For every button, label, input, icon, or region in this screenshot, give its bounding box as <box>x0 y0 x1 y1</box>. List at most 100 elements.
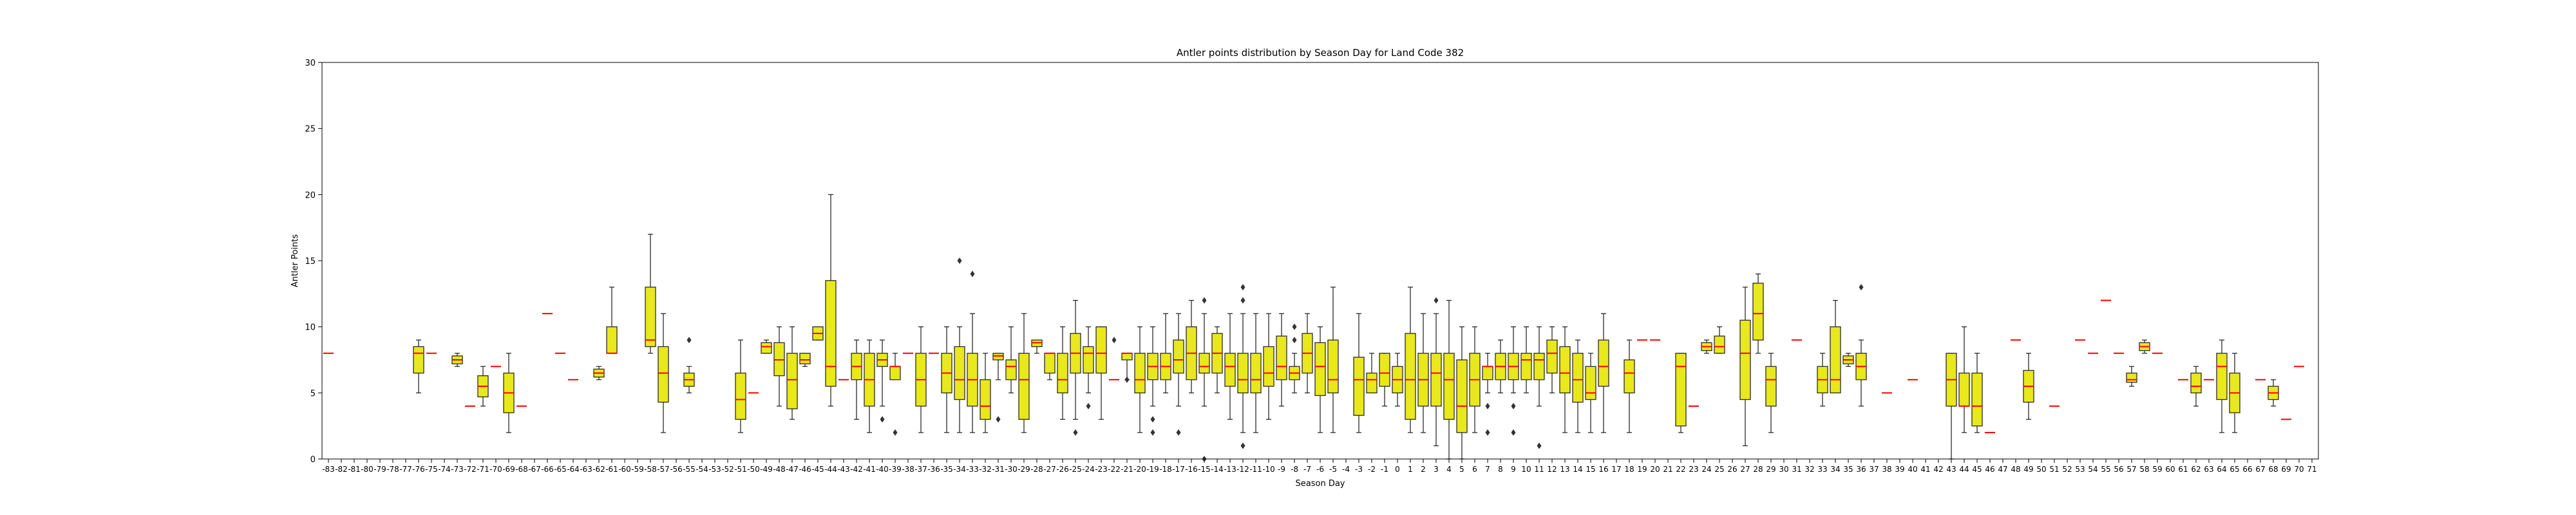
box-group <box>1379 353 1390 407</box>
outlier-point <box>996 416 1001 423</box>
box-iqr <box>1263 346 1274 387</box>
x-tick-label: -52 <box>721 465 734 474</box>
outlier-point <box>1240 284 1245 291</box>
box-iqr <box>1198 353 1210 374</box>
outlier-point <box>893 429 898 436</box>
x-tick-label: 45 <box>1972 465 1982 474</box>
x-tick-label: 22 <box>1676 465 1685 474</box>
x-tick-label: 15 <box>1586 465 1595 474</box>
x-tick-label: -78 <box>386 465 399 474</box>
x-tick-label: 10 <box>1521 465 1531 474</box>
x-tick-label: -75 <box>425 465 438 474</box>
x-tick-label: -53 <box>708 465 721 474</box>
x-tick-label: -8 <box>1291 465 1298 474</box>
x-tick-label: 38 <box>1882 465 1891 474</box>
box-group <box>1714 326 1725 354</box>
box-group <box>2126 366 2137 387</box>
x-tick-label: -43 <box>837 465 850 474</box>
x-tick-label: 37 <box>1869 465 1879 474</box>
x-tick-label: 49 <box>2023 465 2033 474</box>
box-iqr <box>1134 353 1146 393</box>
x-tick-label: 70 <box>2294 465 2304 474</box>
outlier-point <box>1511 429 1516 436</box>
box-iqr <box>1430 353 1442 407</box>
x-tick-label: -10 <box>1262 465 1275 474</box>
box-iqr <box>1572 353 1584 403</box>
x-tick-label: 46 <box>1985 465 1994 474</box>
box-group <box>1314 326 1326 433</box>
x-tick-label: -36 <box>927 465 940 474</box>
x-tick-label: -30 <box>1005 465 1018 474</box>
box-group <box>1147 326 1159 436</box>
box-iqr <box>1624 359 1635 393</box>
box-group <box>1765 353 1777 433</box>
box-group <box>1070 299 1081 436</box>
box-group <box>1946 353 1957 460</box>
x-tick-label: 7 <box>1485 465 1490 474</box>
x-tick-label: -60 <box>618 465 631 474</box>
box-group <box>1405 286 1416 433</box>
box-group <box>992 353 1004 423</box>
chart-title: Antler points distribution by Season Day… <box>1177 47 1464 59</box>
box-group <box>1456 326 1468 460</box>
box-iqr <box>980 379 991 420</box>
x-tick-label: 68 <box>2268 465 2278 474</box>
x-tick-label: -23 <box>1095 465 1108 474</box>
x-tick-label: -22 <box>1108 465 1121 474</box>
outlier-point <box>1292 337 1297 344</box>
box-iqr <box>1224 353 1236 387</box>
box-group <box>1057 326 1068 420</box>
x-tick-label: 61 <box>2178 465 2188 474</box>
x-tick-label: 53 <box>2075 465 2085 474</box>
x-tick-label: -65 <box>554 465 567 474</box>
x-tick-label: -62 <box>592 465 605 474</box>
x-tick-label: -68 <box>515 465 528 474</box>
box-iqr <box>954 346 965 400</box>
x-tick-label: -6 <box>1316 465 1324 474</box>
box-iqr <box>1456 359 1468 433</box>
x-tick-label: -28 <box>1030 465 1043 474</box>
box-group <box>1392 353 1403 407</box>
x-tick-label: -4 <box>1342 465 1350 474</box>
x-tick-label: -59 <box>631 465 644 474</box>
box-iqr <box>1739 319 1751 400</box>
box-group <box>1508 326 1519 436</box>
x-tick-label: -66 <box>541 465 554 474</box>
x-tick-label: -24 <box>1082 465 1095 474</box>
outlier-point <box>1150 429 1155 436</box>
x-tick-label: -14 <box>1211 465 1224 474</box>
x-tick-label: -57 <box>657 465 670 474</box>
x-tick-label: 44 <box>1959 465 1969 474</box>
x-tick-label: 30 <box>1779 465 1788 474</box>
x-tick-label: 51 <box>2049 465 2059 474</box>
x-tick-label: -42 <box>850 465 863 474</box>
x-tick-label: 67 <box>2255 465 2265 474</box>
x-tick-label: -2 <box>1368 465 1376 474</box>
box-group <box>1585 353 1596 433</box>
outlier-point <box>687 337 692 344</box>
outlier-point <box>1202 297 1207 304</box>
box-group <box>1430 297 1442 447</box>
x-tick-label: -72 <box>464 465 477 474</box>
box-group <box>451 353 463 367</box>
y-tick-label: 5 <box>310 389 316 398</box>
box-group <box>1559 326 1571 433</box>
outlier-point <box>1150 416 1155 423</box>
x-tick-label: -73 <box>451 465 464 474</box>
box-iqr <box>1765 366 1777 407</box>
box-iqr <box>1752 283 1764 341</box>
outlier-point <box>1537 442 1542 449</box>
x-tick-label: 43 <box>1946 465 1956 474</box>
x-tick-label: -19 <box>1146 465 1159 474</box>
box-iqr <box>1005 359 1017 380</box>
x-tick-label: 21 <box>1663 465 1672 474</box>
box-group <box>967 270 978 433</box>
box-group <box>2139 339 2150 354</box>
box-iqr <box>1237 353 1249 393</box>
x-tick-label: -71 <box>477 465 489 474</box>
box-group <box>658 313 669 433</box>
y-tick-label: 30 <box>305 59 316 68</box>
x-tick-label: 17 <box>1611 465 1621 474</box>
outlier-point <box>1434 297 1439 304</box>
x-tick-label: -32 <box>979 465 992 474</box>
